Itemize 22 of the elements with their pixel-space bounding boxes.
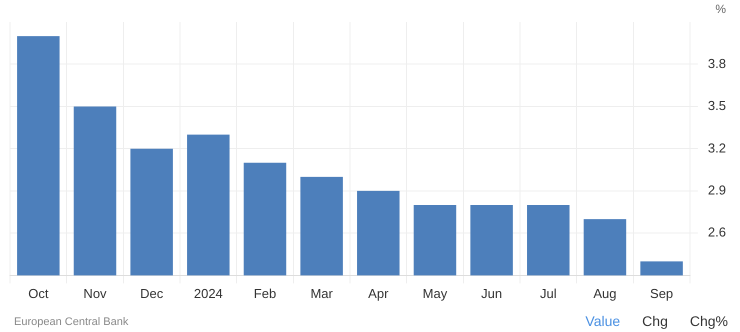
x-tick-label: May <box>422 286 448 301</box>
x-tick-label: Jun <box>481 286 502 301</box>
x-tick-label: Jul <box>540 286 557 301</box>
y-tick-label: 2.6 <box>708 224 726 240</box>
text: European Central Bank <box>14 316 128 328</box>
y-tick-label: 3.5 <box>708 98 726 114</box>
text: Chg <box>642 313 668 329</box>
x-tick-label: Feb <box>254 286 276 301</box>
text: Value <box>585 313 620 329</box>
x-tick-label: Oct <box>28 286 49 301</box>
x-tick-label: Aug <box>593 286 617 301</box>
text: Chg% <box>690 313 728 329</box>
y-tick-label: 3.2 <box>708 140 726 156</box>
x-tick-label: Dec <box>140 286 164 301</box>
x-tick-label: Apr <box>368 286 390 301</box>
y-axis-title: % <box>715 2 726 16</box>
x-tick-label: Mar <box>310 286 334 301</box>
x-tick-label: Nov <box>83 286 108 301</box>
x-tick-label: 2024 <box>194 286 223 301</box>
y-tick-label: 2.9 <box>708 182 726 198</box>
y-tick-label: 3.8 <box>708 56 726 71</box>
x-tick-label: Sep <box>650 286 674 301</box>
